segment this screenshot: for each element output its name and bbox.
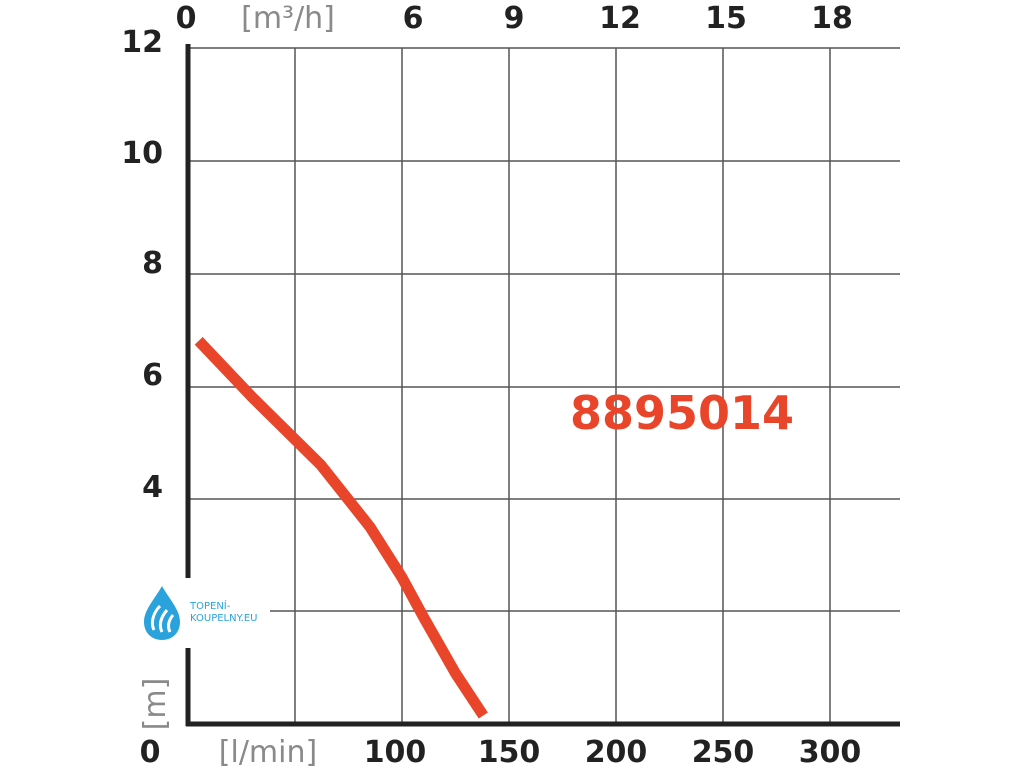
x-tick-label: 300 xyxy=(799,735,862,768)
series-label-8895014: 8895014 xyxy=(570,386,794,440)
series-line-8895014 xyxy=(194,337,488,719)
y-axis-label: [m] xyxy=(138,678,173,731)
y-tick-label: 8 xyxy=(142,246,163,281)
y-tick-label: 12 xyxy=(121,25,163,60)
grid xyxy=(188,47,900,724)
topeni-koupelny-logo: TOPENÍ- KOUPELNY.EU xyxy=(140,578,270,648)
x2-tick-label: 18 xyxy=(811,1,853,36)
x2-tick-label: 9 xyxy=(504,1,525,36)
x-tick-label: 100 xyxy=(364,735,427,768)
x-tick-label: 250 xyxy=(692,735,755,768)
logo-text-line1: TOPENÍ- xyxy=(190,601,231,612)
y-tick-label: 10 xyxy=(121,136,163,171)
water-drop-logo-icon xyxy=(144,586,180,640)
x-axis-label: [l/min] xyxy=(219,735,317,768)
x2-tick-label: 12 xyxy=(599,1,641,36)
x2-tick-label: 6 xyxy=(403,1,424,36)
x2-axis-label: [m³/h] xyxy=(241,1,335,36)
y-tick-label: 4 xyxy=(142,470,163,505)
x-tick-label: 150 xyxy=(478,735,541,768)
x2-tick-label: 0 xyxy=(176,1,197,36)
x-tick-label: 200 xyxy=(585,735,648,768)
y-tick-label: 6 xyxy=(142,358,163,393)
x2-tick-label: 15 xyxy=(705,1,747,36)
logo-text-line2: KOUPELNY.EU xyxy=(190,613,258,624)
x-tick-label: 0 xyxy=(140,735,161,768)
